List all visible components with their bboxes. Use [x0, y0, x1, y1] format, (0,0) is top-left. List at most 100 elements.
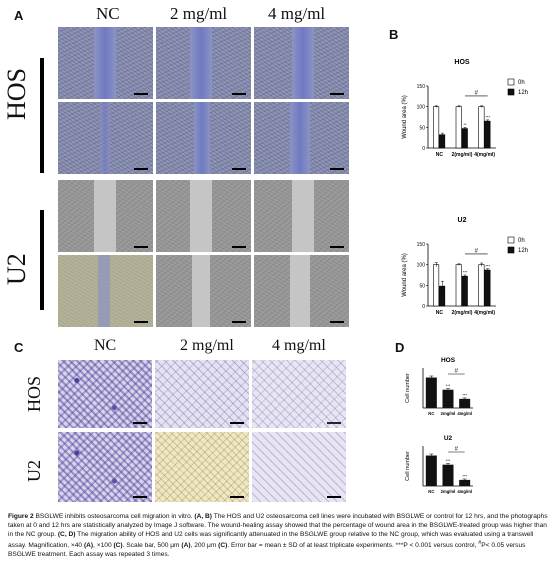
bar: [433, 106, 440, 149]
legend-swatch: [507, 78, 515, 86]
significance-stars: **: [463, 122, 467, 127]
micrograph-hos-4mg-0h: [254, 27, 349, 99]
x-tick-label: 4(mg/ml): [474, 310, 495, 316]
col-header-nc-c: NC: [94, 337, 117, 354]
x-tick-label: 2mg/ml: [441, 411, 456, 416]
figure-caption: Figure 2 BSGLWE inhibits osteosarcoma ce…: [8, 512, 549, 559]
micrograph-hos-nc-12h: [58, 102, 153, 174]
bar: [459, 398, 471, 408]
caption-text-3: The migration ability of HOS and U2 cell…: [8, 531, 534, 550]
micrograph-u2-2mg-0h: [156, 180, 251, 252]
y-tick-label: 150: [417, 242, 426, 248]
micrograph-u2-4mg-0h: [254, 180, 349, 252]
bar: [455, 264, 462, 307]
x-tick-label: NC: [428, 489, 434, 494]
x-tick-label: 2mg/ml: [441, 489, 456, 494]
scale-bar: [232, 93, 246, 95]
legend-label: 12h: [518, 248, 528, 254]
bar: [484, 120, 491, 149]
caption-text-7: . Error bar = mean ± SD of at least trip…: [227, 542, 479, 550]
col-header-2mg-c: 2 mg/ml: [180, 337, 234, 354]
panel-label-c: C: [14, 340, 24, 355]
scale-bar: [134, 93, 148, 95]
scale-bar: [232, 246, 246, 248]
caption-bold-4: (C): [113, 542, 123, 550]
scale-bar: [232, 168, 246, 170]
chart-b-hos: HOS 0 50 100 150 Wound area (%) NC ** 2(mg/ml) **…: [402, 59, 528, 158]
scale-bar: [133, 496, 147, 498]
bar: [461, 128, 468, 149]
bar: [461, 275, 468, 307]
panel-label-b: B: [389, 27, 399, 42]
caption-bold-1: (A, B): [194, 513, 213, 520]
row-label-u2-c: U2: [24, 460, 44, 482]
caption-label: Figure 2: [8, 513, 34, 520]
micrograph-u2-2mg-12h: [156, 255, 251, 327]
panel-label-d: D: [395, 340, 405, 355]
caption-bold-6: (C): [218, 542, 228, 550]
bar: [478, 264, 485, 307]
caption-bold-2: (C, D): [57, 531, 76, 538]
row-label-hos-a: HOS: [2, 67, 31, 120]
legend-swatch: [507, 236, 515, 244]
chart-b-u2: U2 0 50 100 150 Wound area (%) NC *** 2(mg/ml) **…: [402, 217, 528, 316]
scale-bar: [230, 422, 244, 424]
row-label-u2-a: U2: [2, 253, 31, 285]
caption-text-6: , 200 μm: [190, 542, 219, 550]
significance-stars: ***: [463, 270, 468, 275]
caption-text-5: . Scale bar, 500 μm: [122, 542, 182, 550]
scale-bar: [232, 321, 246, 323]
x-tick-label: NC: [428, 411, 434, 416]
scale-bar: [133, 422, 147, 424]
bar: [478, 106, 485, 149]
x-tick-label: 4(mg/ml): [474, 152, 495, 158]
micrograph-u2-nc-0h: [58, 180, 153, 252]
bar: [484, 269, 491, 307]
micrograph-hos-2mg-12h: [156, 102, 251, 174]
significance-stars: ***: [446, 383, 451, 388]
x-tick-label: 4mg/ml: [457, 489, 472, 494]
significance-hash: #: [475, 248, 479, 254]
y-tick-label: 0: [422, 304, 425, 310]
col-header-nc-a: NC: [96, 4, 120, 23]
scale-bar: [330, 321, 344, 323]
chart-title: U2: [458, 217, 467, 224]
scale-bar: [330, 168, 344, 170]
chart-title: U2: [444, 435, 453, 442]
y-axis-label: Cell number: [405, 373, 411, 403]
scale-bar: [230, 496, 244, 498]
caption-bold-3: (A): [83, 542, 94, 550]
caption-text-8: P< 0.05 versus BSGLWE treatment. Each as…: [8, 542, 526, 559]
y-tick-label: 50: [419, 125, 425, 131]
micrograph-hos-2mg-0h: [156, 27, 251, 99]
legend-swatch: [507, 246, 515, 254]
caption-text-2: The HOS and U2 osteosarcoma cell lines w…: [8, 513, 548, 538]
bar: [425, 455, 437, 486]
significance-stars: ***: [485, 114, 490, 119]
chart-title: HOS: [441, 357, 456, 364]
col-header-2mg-a: 2 mg/ml: [170, 4, 228, 23]
row-label-hos-c: HOS: [24, 375, 44, 412]
micrograph-hos-4mg-12h: [254, 102, 349, 174]
micrograph-u2-nc-12h: [58, 255, 153, 327]
chart-d-hos: HOS Cell number NC *** 2mg/ml *** 4mg/ml #: [405, 357, 473, 416]
row-bar-u2-a: [40, 210, 44, 310]
significance-hash: #: [475, 90, 479, 96]
scale-bar: [327, 422, 341, 424]
caption-text-4: , ×100: [93, 542, 114, 550]
chart-title: HOS: [454, 59, 470, 66]
scale-bar: [134, 321, 148, 323]
scale-bar: [330, 246, 344, 248]
x-tick-label: 2(mg/ml): [452, 310, 473, 316]
caption-hash: #: [478, 540, 482, 546]
significance-stars: ***: [462, 473, 467, 478]
significance-stars: ***: [462, 392, 467, 397]
caption-bold-5: (A): [181, 542, 191, 550]
col-header-4mg-c: 4 mg/ml: [272, 337, 326, 354]
transwell-hos-4mg: [252, 360, 346, 428]
y-tick-label: 100: [417, 263, 426, 269]
row-bar-hos-a: [40, 58, 44, 173]
scale-bar: [330, 93, 344, 95]
x-tick-label: NC: [436, 310, 444, 316]
x-tick-label: 2(mg/ml): [452, 152, 473, 158]
